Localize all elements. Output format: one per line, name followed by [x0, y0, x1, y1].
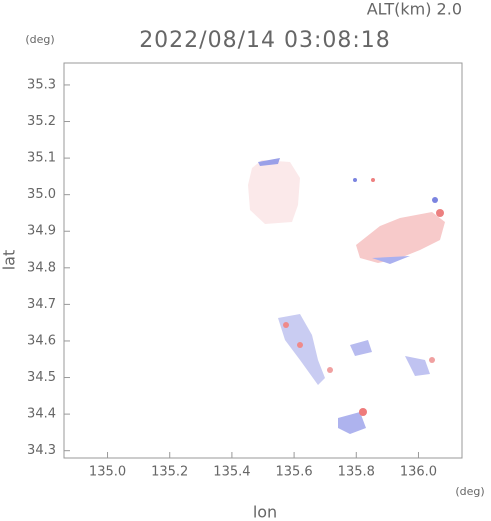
- x-tick-label: 135.8: [338, 465, 375, 480]
- y-tick-label: 35.3: [27, 77, 56, 92]
- x-unit: (deg): [455, 485, 484, 498]
- subtitle: ALT(km) 2.0: [367, 0, 462, 19]
- y-tick-label: 35.2: [27, 114, 56, 129]
- y-axis-label: lat: [0, 250, 19, 271]
- chart-title: 2022/08/14 03:08:18: [139, 28, 391, 53]
- plot-frame: [63, 62, 463, 459]
- x-tick-label: 135.0: [89, 465, 126, 480]
- x-tick-label: 135.6: [275, 465, 312, 480]
- y-tick-label: 35.0: [27, 187, 56, 202]
- y-tick-label: 34.7: [27, 297, 56, 312]
- y-tick-label: 34.3: [27, 443, 56, 458]
- y-tick-label: 34.8: [27, 260, 56, 275]
- y-tick-label: 34.4: [27, 407, 56, 422]
- y-tick-label: 34.5: [27, 370, 56, 385]
- x-axis-label: lon: [253, 503, 277, 521]
- x-tick-label: 135.2: [151, 465, 188, 480]
- y-tick-label: 34.9: [27, 224, 56, 239]
- y-unit: (deg): [25, 33, 54, 46]
- x-tick-label: 135.4: [213, 465, 250, 480]
- echo-field: [248, 158, 445, 434]
- y-tick-label: 34.6: [27, 333, 56, 348]
- y-tick-label: 35.1: [27, 151, 56, 166]
- x-tick-label: 136.0: [400, 465, 437, 480]
